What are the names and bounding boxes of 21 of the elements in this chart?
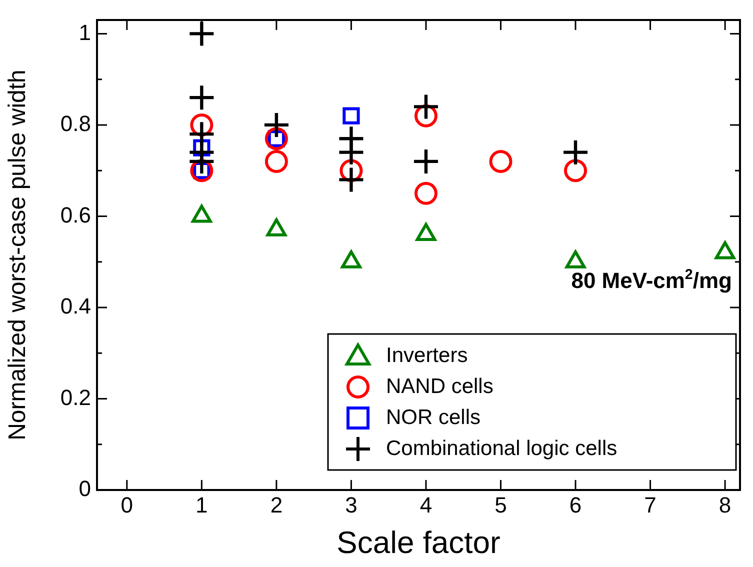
x-tick-label: 0: [120, 492, 134, 518]
legend-label: Combinational logic cells: [386, 436, 618, 460]
legend-label: NAND cells: [386, 374, 494, 398]
y-tick-label: 1: [78, 20, 91, 45]
x-tick-label: 8: [718, 492, 732, 518]
y-axis-title: Normalized worst-case pulse width: [4, 70, 32, 440]
y-tick-label: 0.4: [60, 294, 91, 319]
x-tick-label: 1: [196, 492, 208, 518]
y-tick-label: 0.2: [60, 384, 91, 410]
x-axis-title: Scale factor: [336, 524, 500, 560]
x-tick-label: 5: [494, 492, 507, 518]
x-tick-label: 6: [569, 492, 582, 518]
y-tick-label: 0.8: [60, 111, 91, 136]
x-tick-label: 3: [345, 492, 358, 518]
x-tick-label: 2: [270, 492, 283, 518]
x-tick-label: 7: [644, 492, 656, 518]
y-tick-label: 0: [78, 476, 91, 502]
legend-label: NOR cells: [386, 406, 481, 429]
y-tick-label: 0.6: [60, 202, 91, 228]
legend-label: Inverters: [386, 344, 468, 367]
x-tick-label: 4: [420, 492, 432, 518]
